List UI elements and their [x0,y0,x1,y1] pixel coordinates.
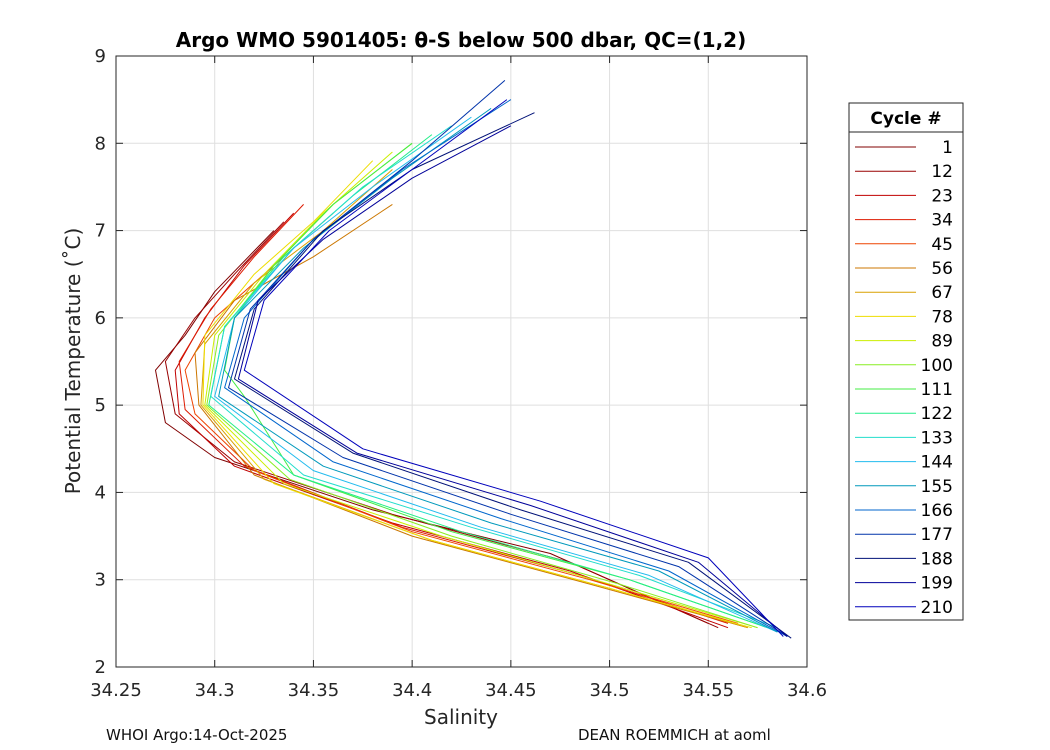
legend-label-133: 133 [921,428,953,448]
legend-label-56: 56 [931,259,953,279]
legend-label-1: 1 [942,138,953,158]
legend-label-210: 210 [921,598,953,618]
x-tick-label: 34.35 [288,680,340,701]
series-line-cycle-199 [237,125,788,637]
x-tick-label: 34.45 [485,680,537,701]
series-line-cycle-89 [204,151,758,629]
x-axis-label: Salinity [424,705,498,729]
x-tick-label: 34.55 [683,680,735,701]
axis-ticks: 34.25 34.3 34.35 34.4 34.45 34.5 34.55 34.6 2 3 4 5… [90,46,827,701]
y-tick-label: 4 [95,482,106,503]
series-line-cycle-144 [214,116,778,633]
x-tick-label: 34.5 [590,680,630,701]
y-tick-label: 8 [95,133,106,154]
legend-label-122: 122 [921,404,953,424]
plot-frame [115,55,808,668]
legend-label-12: 12 [931,162,953,182]
legend-label-155: 155 [921,477,953,497]
y-axis-label: Potential Temperature (˚C) [61,228,85,495]
x-tick-label: 34.4 [392,680,432,701]
plot-background [116,56,807,667]
legend-label-199: 199 [921,574,953,594]
series-line-cycle-34 [178,204,729,624]
series-line-cycle-1 [155,230,709,624]
series-line-cycle-166 [224,99,788,637]
legend: Cycle # 1 12 23 34 45 56 67 78 89 100 111 122 133 144… [848,102,964,621]
series-line-cycle-177 [228,80,788,637]
legend-title: Cycle # [870,109,941,129]
legend-label-78: 78 [931,307,953,327]
legend-label-89: 89 [931,332,953,352]
series-line-cycle-133 [210,125,778,629]
legend-label-23: 23 [931,186,953,206]
legend-label-67: 67 [931,283,953,303]
x-tick-label: 34.25 [90,680,142,701]
y-tick-label: 6 [95,308,106,329]
y-tick-label: 3 [95,570,106,591]
legend-label-111: 111 [921,380,953,400]
y-tick-label: 9 [95,46,106,67]
x-tick-label: 34.3 [195,680,235,701]
series-line-cycle-210 [243,99,784,637]
footer-right: DEAN ROEMMICH at aoml [578,726,771,744]
series-line-cycle-78 [202,160,752,629]
series-lines [155,80,792,639]
y-tick-label: 2 [95,657,106,678]
footer-left: WHOI Argo:14-Oct-2025 [106,726,288,744]
series-line-cycle-111 [224,142,768,629]
legend-label-144: 144 [921,453,953,473]
legend-label-188: 188 [921,549,953,569]
chart-title: Argo WMO 5901405: θ-S below 500 dbar, QC… [176,28,746,52]
legend-label-166: 166 [921,501,953,521]
series-line-cycle-23 [174,212,729,629]
legend-label-177: 177 [921,525,953,545]
y-tick-label: 5 [95,395,106,416]
legend-label-45: 45 [931,235,953,255]
y-tick-label: 7 [95,221,106,242]
legend-label-100: 100 [921,356,953,376]
series-line-cycle-188 [234,112,792,639]
series-line-cycle-155 [218,107,778,633]
legend-label-34: 34 [931,211,953,231]
x-tick-label: 34.6 [787,680,827,701]
